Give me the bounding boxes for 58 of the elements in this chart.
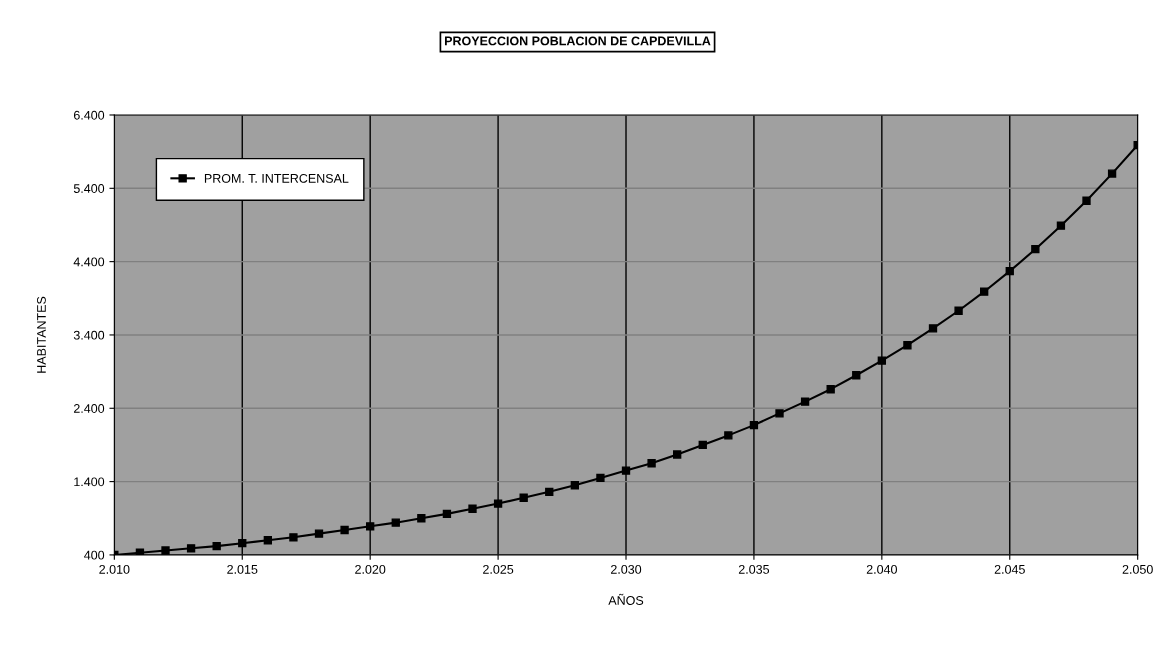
- point: [263, 536, 273, 545]
- x-tick-label: 2.015: [227, 564, 258, 574]
- y-tick-label: 1.400: [74, 477, 105, 487]
- point: [596, 473, 605, 483]
- y-tick-label: 5.400: [73, 184, 105, 193]
- point: [238, 539, 247, 548]
- point: [1056, 221, 1066, 230]
- y-tick-label: 3.400: [73, 330, 105, 340]
- y-tick-label: 400: [84, 550, 105, 560]
- point: [775, 409, 784, 418]
- point: [800, 397, 810, 406]
- x-tick-label: 2.035: [738, 564, 770, 574]
- point: [1107, 169, 1117, 178]
- x-tick-label: 2.020: [355, 564, 386, 574]
- point: [417, 514, 426, 523]
- chart-title: PROYECCION POBLACION DE CAPDEVILLA: [444, 36, 711, 46]
- x-tick-label: 2.030: [611, 564, 642, 574]
- point: [161, 546, 170, 555]
- y-tick-label: 2.400: [73, 404, 105, 413]
- point: [621, 466, 631, 475]
- point: [673, 450, 682, 459]
- point: [570, 481, 580, 490]
- point: [186, 544, 196, 553]
- point: [724, 431, 733, 440]
- point: [647, 459, 656, 468]
- point: [391, 518, 400, 527]
- point: [212, 541, 221, 551]
- y-axis-title: HABITANTES: [37, 296, 46, 373]
- point: [826, 385, 835, 394]
- point: [442, 509, 452, 519]
- point: [289, 533, 298, 542]
- y-tick-label: 4.400: [73, 257, 105, 267]
- point: [749, 420, 759, 430]
- legend-label: PROM. T. INTERCENSAL: [204, 173, 349, 183]
- point: [314, 529, 324, 538]
- x-tick-label: 2.050: [1122, 564, 1153, 574]
- y-tick-label: 6.400: [73, 110, 105, 120]
- point: [493, 499, 503, 508]
- point: [545, 487, 554, 497]
- point: [468, 504, 477, 513]
- x-axis-title: AÑOS: [608, 593, 644, 605]
- point: [519, 493, 528, 502]
- point: [928, 324, 938, 333]
- x-tick-label: 2.040: [866, 564, 897, 574]
- x-tick-label: 2.010: [99, 564, 130, 574]
- x-tick-label: 2.045: [994, 564, 1025, 574]
- point: [877, 356, 887, 365]
- x-tick-label: 2.025: [483, 564, 514, 574]
- point: [980, 287, 989, 296]
- point: [1005, 266, 1014, 276]
- point: [1031, 244, 1040, 254]
- point: [698, 440, 707, 450]
- point: [954, 306, 963, 315]
- point: [1082, 196, 1091, 205]
- point: [903, 341, 912, 350]
- point: [852, 371, 861, 380]
- point: [340, 525, 349, 535]
- point: [366, 522, 375, 531]
